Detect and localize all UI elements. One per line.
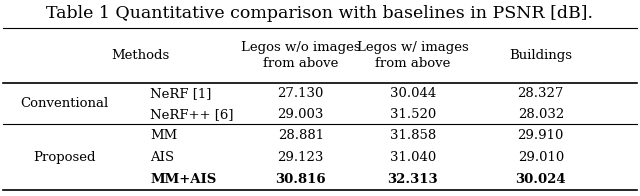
Text: 30.816: 30.816 [275, 173, 326, 186]
Text: 30.044: 30.044 [390, 87, 436, 100]
Text: 28.032: 28.032 [518, 108, 564, 121]
Text: 31.040: 31.040 [390, 151, 436, 164]
Text: Table 1 Quantitative comparison with baselines in PSNR [dB].: Table 1 Quantitative comparison with bas… [47, 5, 593, 22]
Text: Buildings: Buildings [509, 49, 572, 62]
Text: 31.520: 31.520 [390, 108, 436, 121]
Text: 27.130: 27.130 [278, 87, 324, 100]
Text: Legos w/ images
from above: Legos w/ images from above [357, 41, 468, 70]
Text: 29.123: 29.123 [278, 151, 324, 164]
Text: NeRF [1]: NeRF [1] [150, 87, 212, 100]
Text: Methods: Methods [111, 49, 170, 62]
Text: 29.010: 29.010 [518, 151, 564, 164]
Text: Proposed: Proposed [33, 151, 95, 164]
Text: 29.003: 29.003 [278, 108, 324, 121]
Text: Conventional: Conventional [20, 97, 108, 110]
Text: MM+AIS: MM+AIS [150, 173, 217, 186]
Text: 30.024: 30.024 [515, 173, 566, 186]
Text: 28.327: 28.327 [518, 87, 564, 100]
Text: 31.858: 31.858 [390, 129, 436, 142]
Text: 32.313: 32.313 [387, 173, 438, 186]
Text: 28.881: 28.881 [278, 129, 324, 142]
Text: AIS: AIS [150, 151, 175, 164]
Text: 29.910: 29.910 [518, 129, 564, 142]
Text: MM: MM [150, 129, 178, 142]
Text: Legos w/o images
from above: Legos w/o images from above [241, 41, 360, 70]
Text: NeRF++ [6]: NeRF++ [6] [150, 108, 234, 121]
